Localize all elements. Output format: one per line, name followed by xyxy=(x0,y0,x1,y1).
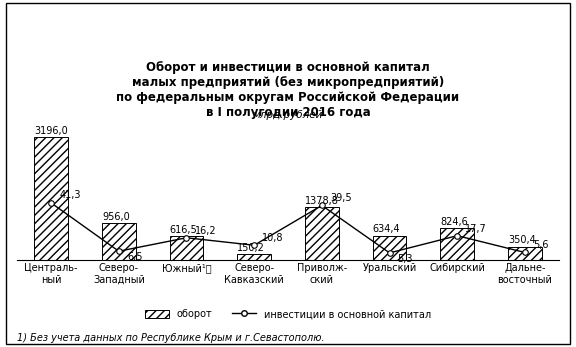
Text: 350,4: 350,4 xyxy=(508,235,536,245)
Text: 634,4: 634,4 xyxy=(373,225,400,235)
Bar xyxy=(305,207,339,260)
Bar xyxy=(102,223,136,260)
Bar xyxy=(373,236,407,260)
Bar xyxy=(508,247,542,260)
Text: 956,0: 956,0 xyxy=(102,212,130,222)
Text: 616,5: 616,5 xyxy=(169,225,198,235)
Text: 1378,8: 1378,8 xyxy=(305,196,339,206)
Text: 1) Без учета данных по Республике Крым и г.Севастополю.: 1) Без учета данных по Республике Крым и… xyxy=(17,333,325,343)
Text: 824,6: 824,6 xyxy=(440,217,468,227)
Text: млрд.рублей: млрд.рублей xyxy=(253,110,323,120)
Legend: оборот, инвестиции в основной капитал: оборот, инвестиции в основной капитал xyxy=(145,309,431,319)
Text: 17,7: 17,7 xyxy=(465,223,487,234)
Bar xyxy=(169,237,203,260)
Text: 39,5: 39,5 xyxy=(330,193,351,203)
Text: 150,2: 150,2 xyxy=(237,243,265,253)
Text: 16,2: 16,2 xyxy=(195,226,216,236)
Text: 5,6: 5,6 xyxy=(533,240,548,251)
Text: 41,3: 41,3 xyxy=(59,190,81,200)
Text: 10,8: 10,8 xyxy=(262,233,284,243)
Text: 3196,0: 3196,0 xyxy=(34,126,68,136)
Bar xyxy=(34,137,68,260)
Bar xyxy=(440,228,474,260)
Text: 6,5: 6,5 xyxy=(127,252,142,262)
Text: 5,3: 5,3 xyxy=(397,254,413,264)
Title: Оборот и инвестиции в основной капитал
малых предприятий (без микропредприятий)
: Оборот и инвестиции в основной капитал м… xyxy=(116,61,460,119)
Bar xyxy=(237,254,271,260)
